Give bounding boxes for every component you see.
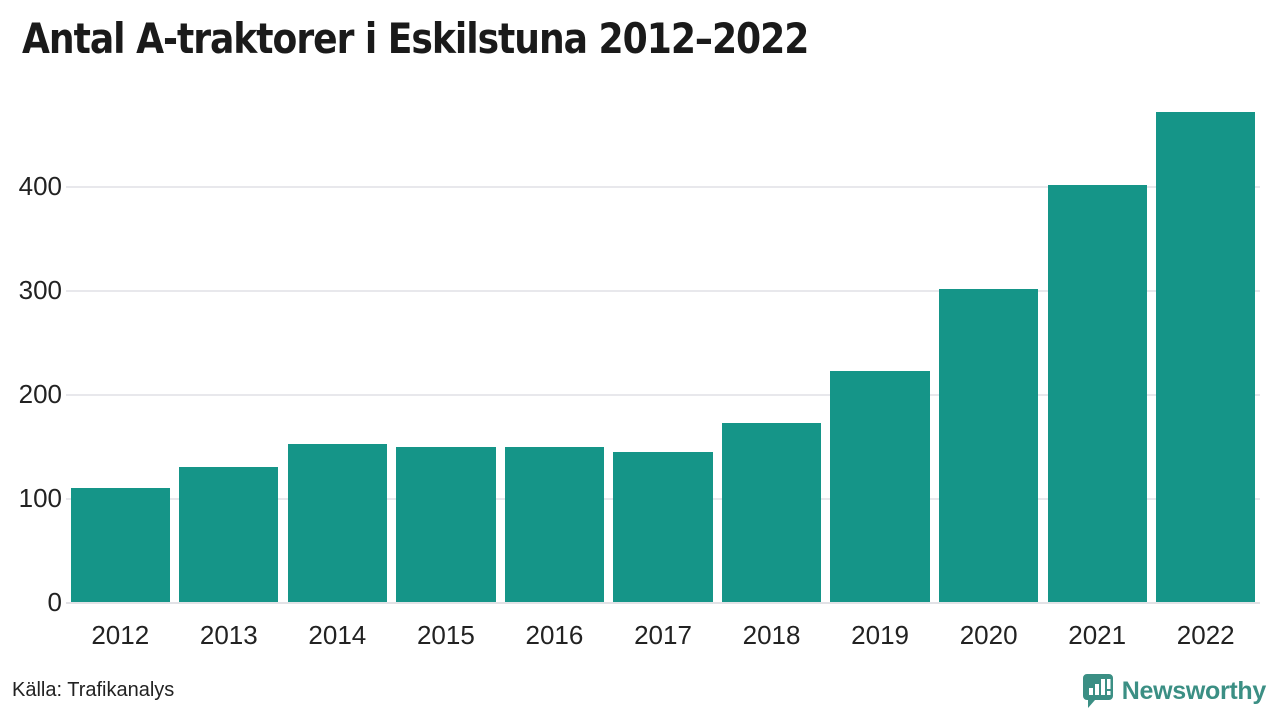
newsworthy-logo[interactable]: Newsworthy <box>1082 674 1267 708</box>
x-axis-tick-label: 2016 <box>525 620 584 650</box>
x-axis-tick-label: 2019 <box>851 620 909 650</box>
y-axis-tick-label: 0 <box>47 587 62 617</box>
bars-group <box>66 82 1260 602</box>
x-axis-tick-label: 2021 <box>1068 620 1127 650</box>
plot-area: 2012 2013 2014 2015 2016 2017 2018 2019 2020 2021… <box>66 82 1260 650</box>
bar-2017[interactable] <box>613 452 713 602</box>
bar-2012[interactable] <box>70 487 170 602</box>
bar-2020[interactable] <box>938 288 1039 602</box>
gridline <box>66 394 1260 396</box>
bar-2014[interactable] <box>287 443 388 602</box>
y-axis-tick-label: 300 <box>18 275 62 305</box>
bar-2019[interactable] <box>830 371 930 602</box>
x-axis-tick-label: 2013 <box>199 620 258 650</box>
bar-2013[interactable] <box>179 466 279 602</box>
bar-2021[interactable] <box>1047 184 1147 602</box>
x-axis-tick-label: 2022 <box>1176 620 1235 650</box>
x-axis-tick-label: 2020 <box>959 620 1018 650</box>
y-axis-tick-label: 100 <box>18 483 62 513</box>
x-axis-tick-label: 2012 <box>91 620 150 650</box>
x-axis-tick-label: 2015 <box>416 620 475 650</box>
page-title: Antal A-traktorer i Eskilstuna 2012–2022 <box>22 14 809 63</box>
x-axis-tick-label: 2018 <box>742 620 801 650</box>
bar-2018[interactable] <box>721 423 822 602</box>
plot-wrapper: 2012 2013 2014 2015 2016 2017 2018 2019 2020 2021… <box>0 80 1280 670</box>
gridline <box>66 602 1260 604</box>
bar-2016[interactable] <box>504 447 605 602</box>
gridline <box>66 186 1260 188</box>
chart-footer: Källa: Trafikanalys Newsworthy <box>0 670 1280 720</box>
x-axis-tick-label: 2017 <box>634 620 692 650</box>
brand-name: Newsworthy <box>1121 677 1267 705</box>
y-axis-tick-label: 200 <box>18 379 62 409</box>
bar-2015[interactable] <box>396 447 496 602</box>
source-note: Källa: Trafikanalys <box>12 679 175 701</box>
y-axis-tick-label: 400 <box>18 171 62 201</box>
bar-chart-bubble-icon <box>1082 674 1113 708</box>
bar-2022[interactable] <box>1156 112 1256 602</box>
gridline <box>66 290 1260 292</box>
x-axis-tick-label: 2014 <box>308 620 367 650</box>
